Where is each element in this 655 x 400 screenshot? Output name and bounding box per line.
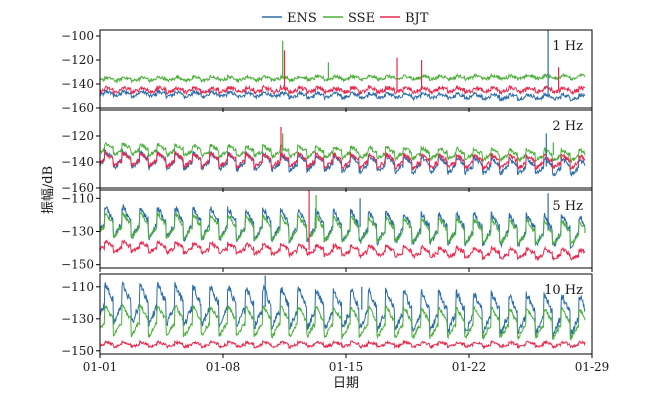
legend-label-bjt: BJT: [405, 11, 429, 26]
y-axis-title: 振幅/dB: [41, 166, 56, 214]
ytick-label-2hz--160: −160: [61, 181, 94, 195]
ytick-label-10hz--150: −150: [61, 344, 94, 358]
legend: ENS SSE BJT: [262, 11, 429, 26]
panel-5hz: −150 −130 −110 5 Hz: [61, 189, 593, 272]
panel-1hz-series: [99, 30, 586, 102]
series-bjt-10hz: [99, 339, 586, 350]
ytick-label-5hz--110: −110: [61, 191, 94, 205]
series-sse-5hz: [99, 211, 586, 247]
series-bjt-5hz: [99, 239, 586, 262]
series-ens-1hz: [99, 88, 586, 102]
ytick-label-5hz--150: −150: [61, 258, 94, 272]
panel-5hz-yticks: −150 −130 −110: [61, 191, 100, 272]
xtick-label-01-01: 01-01: [83, 360, 118, 374]
xtick-label-01-15: 01-15: [329, 360, 364, 374]
panel-1hz-yticks: −160 −140 −120 −100: [61, 29, 100, 115]
x-axis: 01-01 01-08 01-15 01-22 01-29: [83, 108, 610, 374]
ytick-label-2hz--120: −120: [61, 129, 94, 143]
series-ens-10hz: [99, 281, 586, 338]
legend-label-sse: SSE: [348, 11, 375, 26]
panel-5hz-series: [99, 190, 586, 262]
ytick-label-1hz--160: −160: [61, 101, 94, 115]
series-ens-5hz: [99, 203, 586, 249]
panel-10hz: −150 −130 −110 10 Hz: [61, 273, 593, 358]
panel-10hz-yticks: −150 −130 −110: [61, 280, 100, 358]
panel-10hz-frame: [99, 273, 593, 355]
panel-2hz-yticks: −160 −140 −120: [61, 129, 100, 195]
series-bjt-2hz: [99, 149, 586, 172]
series-bjt-1hz: [99, 84, 586, 96]
panel-10hz-series: [99, 275, 586, 350]
series-sse-2hz: [99, 141, 586, 164]
ytick-label-1hz--100: −100: [61, 29, 94, 43]
ytick-label-10hz--130: −130: [61, 312, 94, 326]
series-sse-1hz: [99, 72, 586, 84]
panel-2hz: −160 −140 −120 2 Hz: [61, 109, 593, 195]
panel-2hz-frequency-label: 2 Hz: [552, 119, 583, 134]
ytick-label-5hz--130: −130: [61, 224, 94, 238]
xtick-label-01-29: 01-29: [575, 360, 610, 374]
panel-1hz: −160 −140 −120 −100 1 Hz: [61, 29, 593, 115]
xtick-label-01-22: 01-22: [452, 360, 487, 374]
legend-label-ens: ENS: [287, 11, 317, 26]
panel-1hz-frequency-label: 1 Hz: [552, 39, 583, 54]
xtick-label-01-08: 01-08: [206, 360, 241, 374]
ytick-label-10hz--110: −110: [61, 280, 94, 294]
panel-5hz-frequency-label: 5 Hz: [552, 199, 583, 214]
ytick-label-1hz--140: −140: [61, 77, 94, 91]
panel-10hz-frequency-label: 10 Hz: [544, 283, 583, 298]
x-axis-title: 日期: [333, 376, 359, 391]
series-sse-10hz: [99, 303, 586, 341]
panel-2hz-series: [99, 126, 586, 178]
ytick-label-2hz--140: −140: [61, 155, 94, 169]
ytick-label-1hz--120: −120: [61, 53, 94, 67]
